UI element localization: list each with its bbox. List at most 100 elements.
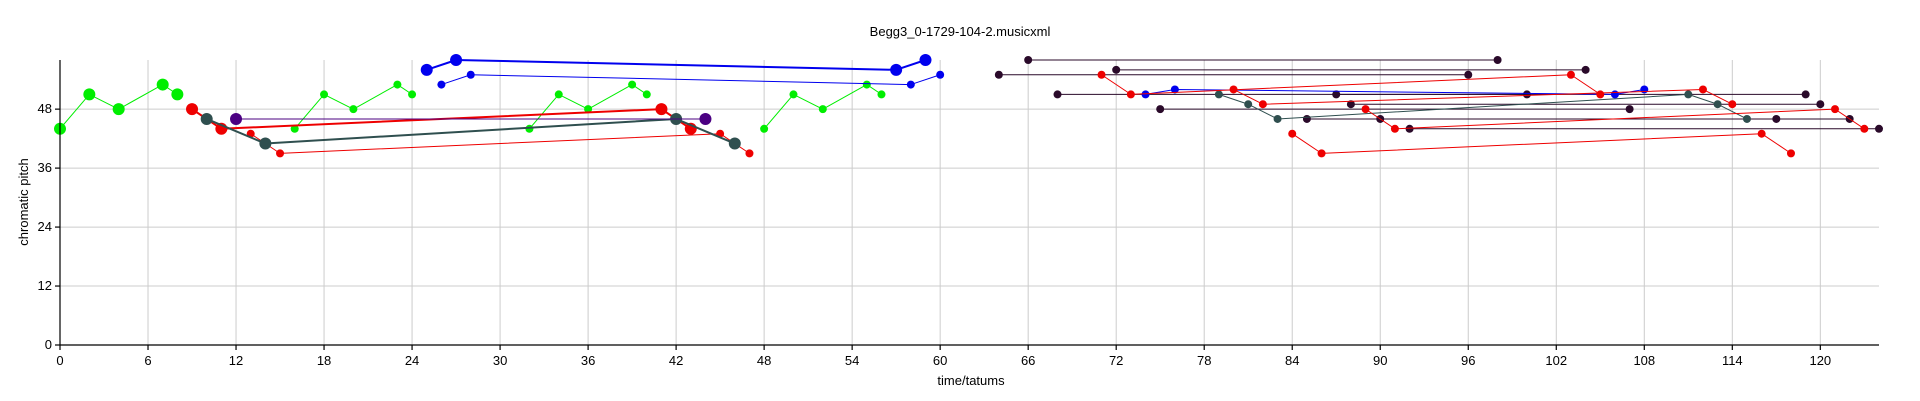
note-point: [290, 124, 299, 133]
x-tick-label: 84: [1285, 353, 1299, 368]
note-point: [450, 54, 463, 66]
note-point: [1156, 105, 1165, 114]
note-point: [1126, 90, 1135, 99]
note-point: [1302, 114, 1311, 123]
x-tick-label: 24: [405, 353, 419, 368]
note-point: [642, 90, 651, 99]
note-point: [156, 78, 169, 91]
note-point: [1640, 85, 1649, 94]
x-tick-label: 102: [1545, 353, 1567, 368]
note-series: [525, 80, 651, 133]
note-point: [1581, 65, 1590, 74]
note-point: [1684, 90, 1693, 99]
x-tick-label: 60: [933, 353, 947, 368]
note-point: [186, 103, 199, 116]
series-layer: [54, 54, 1883, 158]
tick-labels: 0 6 12 18 24 30 36 42 48 54 60 66 72 78 84 90 96 102 108 11…: [38, 101, 1832, 368]
note-point: [655, 103, 668, 116]
note-point: [1053, 90, 1062, 99]
note-point: [906, 80, 915, 89]
x-tick-label: 90: [1373, 353, 1387, 368]
note-series: [994, 70, 1473, 79]
x-tick-label: 114: [1722, 353, 1743, 368]
note-point: [1596, 90, 1605, 99]
note-point: [1786, 149, 1795, 158]
note-point: [320, 90, 329, 99]
note-point: [994, 70, 1003, 79]
x-tick-label: 78: [1197, 353, 1211, 368]
x-tick-label: 108: [1633, 353, 1655, 368]
x-tick-label: 0: [56, 353, 63, 368]
note-series: [1405, 124, 1883, 133]
note-series: [1288, 129, 1795, 158]
note-series: [760, 80, 886, 133]
note-point: [171, 88, 184, 101]
y-tick-label: 24: [38, 219, 52, 234]
note-point: [1405, 124, 1414, 133]
x-tick-label: 66: [1021, 353, 1035, 368]
x-tick-label: 120: [1809, 353, 1831, 368]
note-point: [1816, 100, 1825, 109]
note-point: [1273, 114, 1282, 123]
note-point: [919, 54, 932, 66]
y-tick-label: 48: [38, 101, 52, 116]
note-point: [349, 105, 358, 114]
note-point: [628, 80, 637, 89]
note-point: [83, 88, 96, 101]
note-point: [408, 90, 417, 99]
note-point: [112, 103, 125, 116]
series-line: [1233, 88, 1733, 105]
note-point: [862, 80, 871, 89]
note-series: [1024, 56, 1502, 64]
note-point: [1713, 100, 1722, 109]
series-line: [1291, 133, 1792, 154]
note-point: [1625, 105, 1634, 114]
note-point: [1229, 85, 1238, 94]
note-point: [789, 90, 798, 99]
note-point: [393, 80, 402, 89]
note-point: [936, 70, 945, 79]
note-point: [1493, 56, 1502, 64]
axes: [59, 60, 1879, 346]
note-point: [818, 105, 827, 114]
note-point: [1566, 70, 1575, 79]
note-point: [1698, 85, 1707, 94]
y-tick-label: 12: [38, 278, 52, 293]
note-point: [1830, 105, 1839, 114]
note-series: [1214, 90, 1751, 123]
x-tick-label: 72: [1109, 353, 1123, 368]
note-series: [54, 78, 184, 135]
x-tick-label: 96: [1461, 353, 1475, 368]
series-line: [206, 117, 736, 145]
note-point: [259, 137, 272, 150]
series-line: [1365, 108, 1865, 130]
note-point: [745, 149, 754, 158]
note-point: [1757, 129, 1766, 138]
note-point: [1464, 70, 1473, 79]
y-tick-label: 0: [45, 337, 52, 352]
note-series: [420, 54, 932, 76]
note-point: [1244, 100, 1253, 109]
note-point: [877, 90, 886, 99]
grid-lines: [59, 60, 1879, 346]
note-point: [1875, 124, 1883, 133]
series-line: [1218, 93, 1748, 120]
note-series: [1156, 105, 1634, 114]
note-point: [466, 70, 475, 79]
note-point: [437, 80, 446, 89]
chart-title: Begg3_0-1729-104-2.musicxml: [870, 24, 1051, 39]
note-point: [1214, 90, 1223, 99]
note-point: [584, 105, 593, 114]
series-line: [1101, 74, 1601, 95]
note-series: [1229, 85, 1737, 109]
note-point: [760, 124, 769, 133]
x-tick-label: 18: [317, 353, 331, 368]
y-axis-label: chromatic pitch: [16, 158, 31, 245]
note-point: [1170, 85, 1179, 94]
note-series: [437, 70, 945, 89]
note-point: [1288, 129, 1297, 138]
x-tick-label: 42: [669, 353, 683, 368]
note-point: [1097, 70, 1106, 79]
x-tick-label: 36: [581, 353, 595, 368]
